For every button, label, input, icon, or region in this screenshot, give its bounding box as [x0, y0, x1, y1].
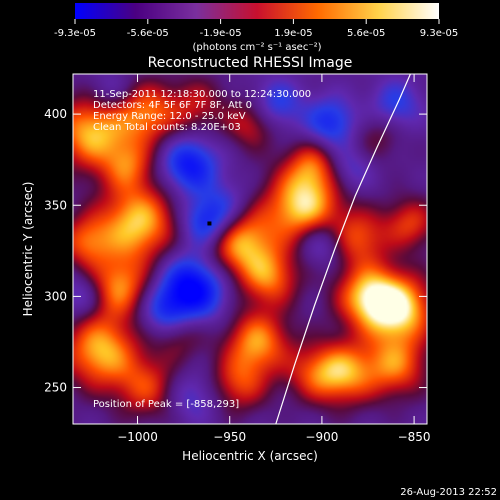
- x-axis-ticks: −1000 −950 −900 −850: [117, 74, 431, 444]
- x-tick-label: −1000: [117, 430, 158, 444]
- x-axis-label: Heliocentric X (arcsec): [182, 449, 318, 463]
- info-line: 11-Sep-2011 12:18:30.000 to 12:24:30.000: [93, 89, 311, 100]
- info-line: Clean Total counts: 8.20E+03: [93, 122, 241, 133]
- colorbar-tick-label: -1.9e-05: [200, 28, 242, 39]
- info-line: Energy Range: 12.0 - 25.0 keV: [93, 111, 246, 122]
- colorbar-tick-label: 9.3e-05: [420, 28, 458, 39]
- colorbar-tick-label: 1.9e-05: [274, 28, 312, 39]
- colorbar-tick-label: -5.6e-05: [127, 28, 169, 39]
- solar-limb-line: [275, 74, 411, 424]
- footer-timestamp: 26-Aug-2013 22:52: [400, 487, 497, 498]
- heatmap-image: [73, 74, 427, 424]
- y-tick-label: 300: [44, 289, 67, 303]
- x-tick-label: −950: [213, 430, 246, 444]
- y-axis-label: Heliocentric Y (arcsec): [21, 182, 35, 317]
- colorbar-tick-label: -9.3e-05: [54, 28, 96, 39]
- info-block: 11-Sep-2011 12:18:30.000 to 12:24:30.000…: [93, 89, 311, 133]
- info-line: Detectors: 4F 5F 6F 7F 8F, Att 0: [93, 100, 252, 111]
- colorbar: [75, 3, 439, 19]
- plot-frame: [72, 73, 428, 425]
- peak-position-label: Position of Peak = [-858,293]: [93, 399, 239, 410]
- colorbar-tick-label: 5.6e-05: [347, 28, 385, 39]
- y-tick-label: 350: [44, 198, 67, 212]
- y-axis-ticks: 250 300 350 400: [44, 107, 427, 395]
- colorbar-ticks: -9.3e-05 -5.6e-05 -1.9e-05 1.9e-05 5.6e-05 9.…: [54, 19, 458, 39]
- y-tick-label: 400: [44, 107, 67, 121]
- chart-title: Reconstructed RHESSI Image: [148, 55, 353, 71]
- y-tick-label: 250: [44, 381, 67, 395]
- x-tick-label: −850: [398, 430, 431, 444]
- peak-marker: [207, 221, 212, 226]
- colorbar-unit-label: (photons cm⁻² s⁻¹ asec⁻²): [192, 42, 321, 53]
- x-tick-label: −900: [305, 430, 338, 444]
